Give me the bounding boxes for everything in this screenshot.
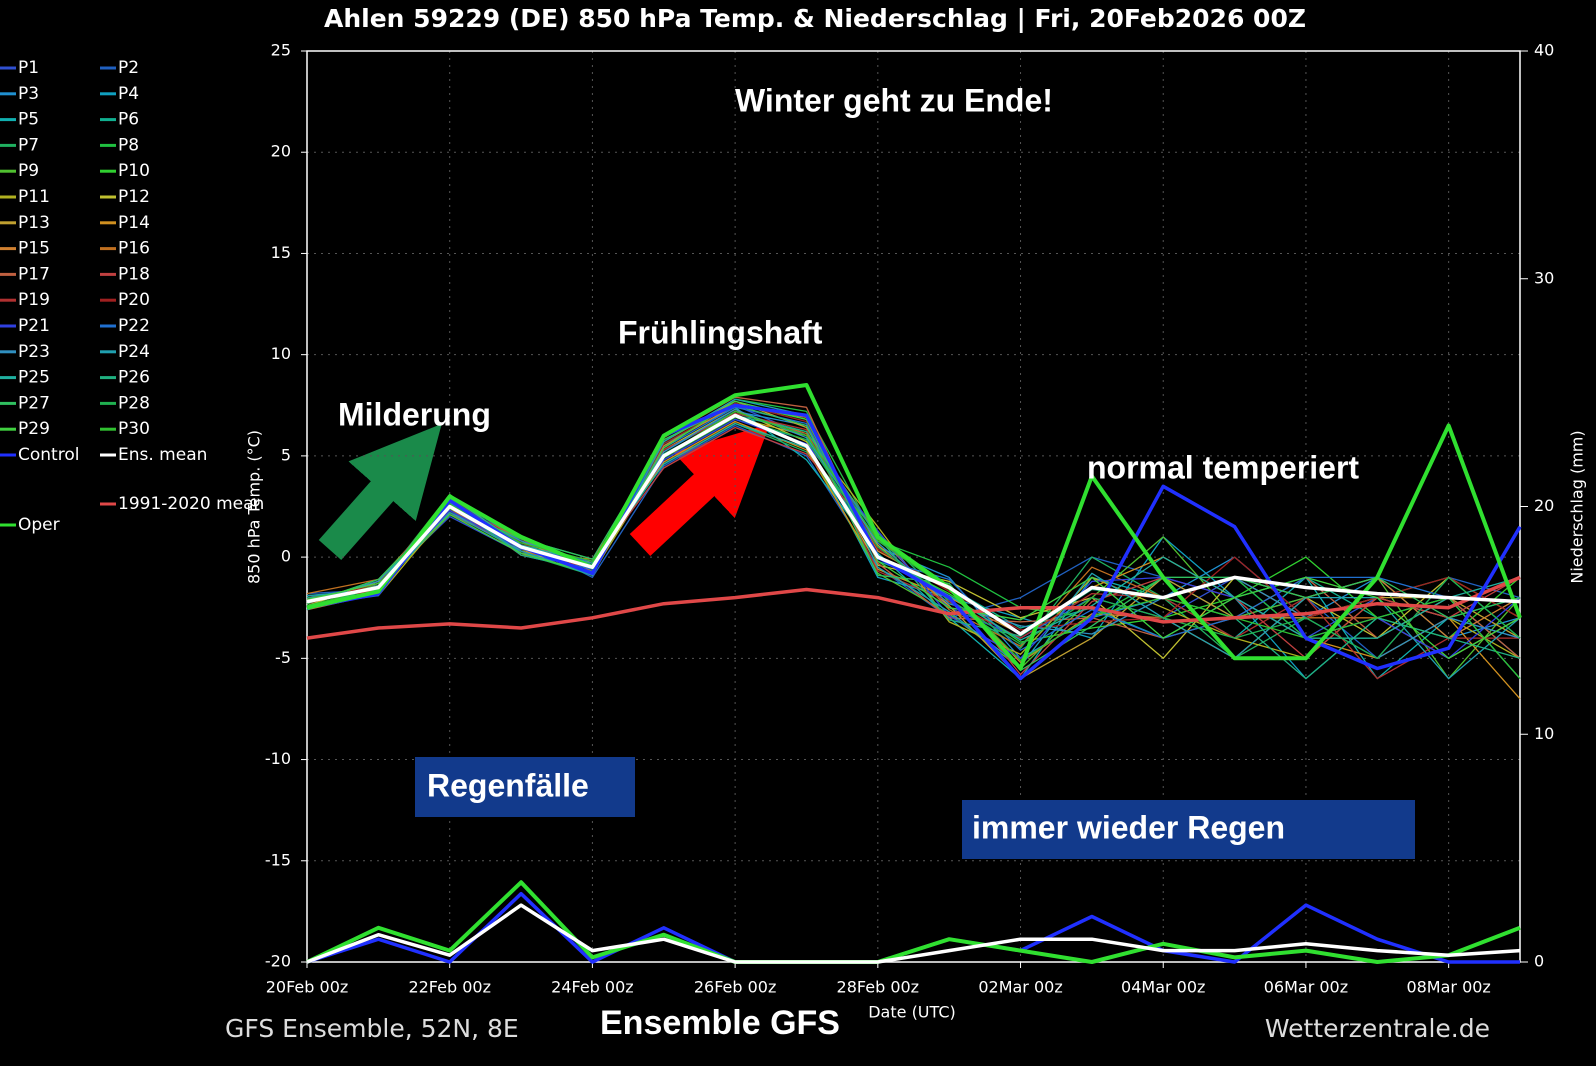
- legend-label: P19: [18, 290, 50, 310]
- x-tick-label: 20Feb 00z: [266, 978, 349, 997]
- temp-line: [306, 400, 1521, 659]
- x-tick-label: 28Feb 00z: [837, 978, 920, 997]
- plot-area: -20 -15 -10 -5 0 5 10 15 20 25 0 10 20 30 40 20Feb 00z 2…: [265, 41, 1555, 997]
- legend-label: P12: [118, 187, 150, 207]
- x-tick-label: 04Mar 00z: [1121, 978, 1205, 997]
- legend-label: 1991-2020 mean: [118, 494, 264, 514]
- legend-label: P14: [118, 213, 150, 233]
- legend-label: P9: [18, 161, 39, 181]
- legend-label: P21: [18, 316, 50, 336]
- annotations: Winter geht zu Ende! Frühlingshaft Milderu…: [338, 82, 1415, 859]
- legend-label: P8: [118, 135, 139, 155]
- legend-label: P2: [118, 58, 139, 78]
- y-axis-label: 850 hPa Temp. (°C): [245, 430, 264, 584]
- legend-label: Oper: [18, 515, 60, 535]
- legend-label: P5: [18, 110, 39, 130]
- y-tick-label: 20: [271, 142, 291, 161]
- legend-label: Ens. mean: [118, 445, 207, 465]
- annotation: immer wieder Regen: [972, 809, 1285, 845]
- legend-label: P6: [118, 110, 139, 130]
- y-tick-label: 5: [281, 445, 291, 464]
- x-tick-label: 22Feb 00z: [408, 978, 491, 997]
- x-tick-label: 08Mar 00z: [1406, 978, 1490, 997]
- annotation: Frühlingshaft: [618, 314, 823, 350]
- arrow-red: [629, 423, 770, 556]
- y2-axis-label: Niederschlag (mm): [1568, 430, 1587, 583]
- y-tick-label: 15: [271, 243, 291, 262]
- legend-label: P10: [118, 161, 150, 181]
- legend-label: P17: [18, 264, 50, 284]
- legend-label: P13: [18, 213, 50, 233]
- annotation: Milderung: [338, 396, 491, 432]
- x-axis-label: Date (UTC): [868, 1003, 956, 1022]
- legend-label: P24: [118, 342, 150, 362]
- legend-label: P15: [18, 239, 50, 259]
- y-tick-label: 0: [281, 547, 291, 566]
- legend-label: P23: [18, 342, 50, 362]
- x-tick-label: 02Mar 00z: [978, 978, 1062, 997]
- legend-label: P16: [118, 239, 150, 259]
- y2-tick-label: 20: [1534, 496, 1554, 515]
- y-tick-label: -15: [265, 850, 291, 869]
- temp-line: [306, 413, 1521, 636]
- legend-label: P22: [118, 316, 150, 336]
- annotation: Regenfälle: [427, 767, 589, 803]
- footer-right: Wetterzentrale.de: [1265, 1014, 1490, 1043]
- legend-label: P29: [18, 419, 50, 439]
- y-tick-label: 10: [271, 344, 291, 363]
- temp-line: [306, 383, 1522, 671]
- chart-title: Ahlen 59229 (DE) 850 hPa Temp. & Nieders…: [324, 4, 1306, 33]
- legend-label: P27: [18, 393, 50, 413]
- y2-tick-label: 10: [1534, 724, 1554, 743]
- y2-tick-label: 0: [1534, 952, 1544, 971]
- annotation: normal temperiert: [1087, 449, 1359, 485]
- temp-line: [306, 410, 1521, 680]
- legend-label: P7: [18, 135, 39, 155]
- legend-label: P18: [118, 264, 150, 284]
- legend-label: P3: [18, 84, 39, 104]
- legend-label: P20: [118, 290, 150, 310]
- precip-line: [306, 880, 1521, 964]
- precip-line: [306, 903, 1521, 964]
- legend-label: P26: [118, 368, 150, 388]
- temp-line: [306, 398, 1521, 680]
- annotation-box: [415, 757, 635, 817]
- legend-label: P11: [18, 187, 50, 207]
- x-tick-label: 26Feb 00z: [694, 978, 777, 997]
- y2-tick-label: 30: [1534, 268, 1554, 287]
- y2-tick-label: 40: [1534, 41, 1554, 60]
- footer-left: GFS Ensemble, 52N, 8E: [225, 1014, 519, 1043]
- legend-label: P28: [118, 393, 150, 413]
- footer-center: Ensemble GFS: [600, 1004, 840, 1042]
- legend-label: P1: [18, 58, 39, 78]
- y-tick-label: -10: [265, 749, 291, 768]
- annotation-box: [962, 800, 1415, 859]
- legend-label: P4: [118, 84, 139, 104]
- temp-line: [306, 575, 1521, 640]
- y-tick-label: -5: [275, 648, 291, 667]
- legend-label: P25: [18, 368, 50, 388]
- annotation: Winter geht zu Ende!: [735, 82, 1053, 118]
- arrow-green: [318, 423, 442, 560]
- y-tick-label: 25: [271, 41, 291, 60]
- x-tick-label: 24Feb 00z: [551, 978, 634, 997]
- legend-label: Control: [18, 445, 79, 465]
- y-tick-label: -20: [265, 952, 291, 971]
- plot-frame: [306, 50, 1521, 963]
- x-tick-label: 06Mar 00z: [1264, 978, 1348, 997]
- legend-label: P30: [118, 419, 150, 439]
